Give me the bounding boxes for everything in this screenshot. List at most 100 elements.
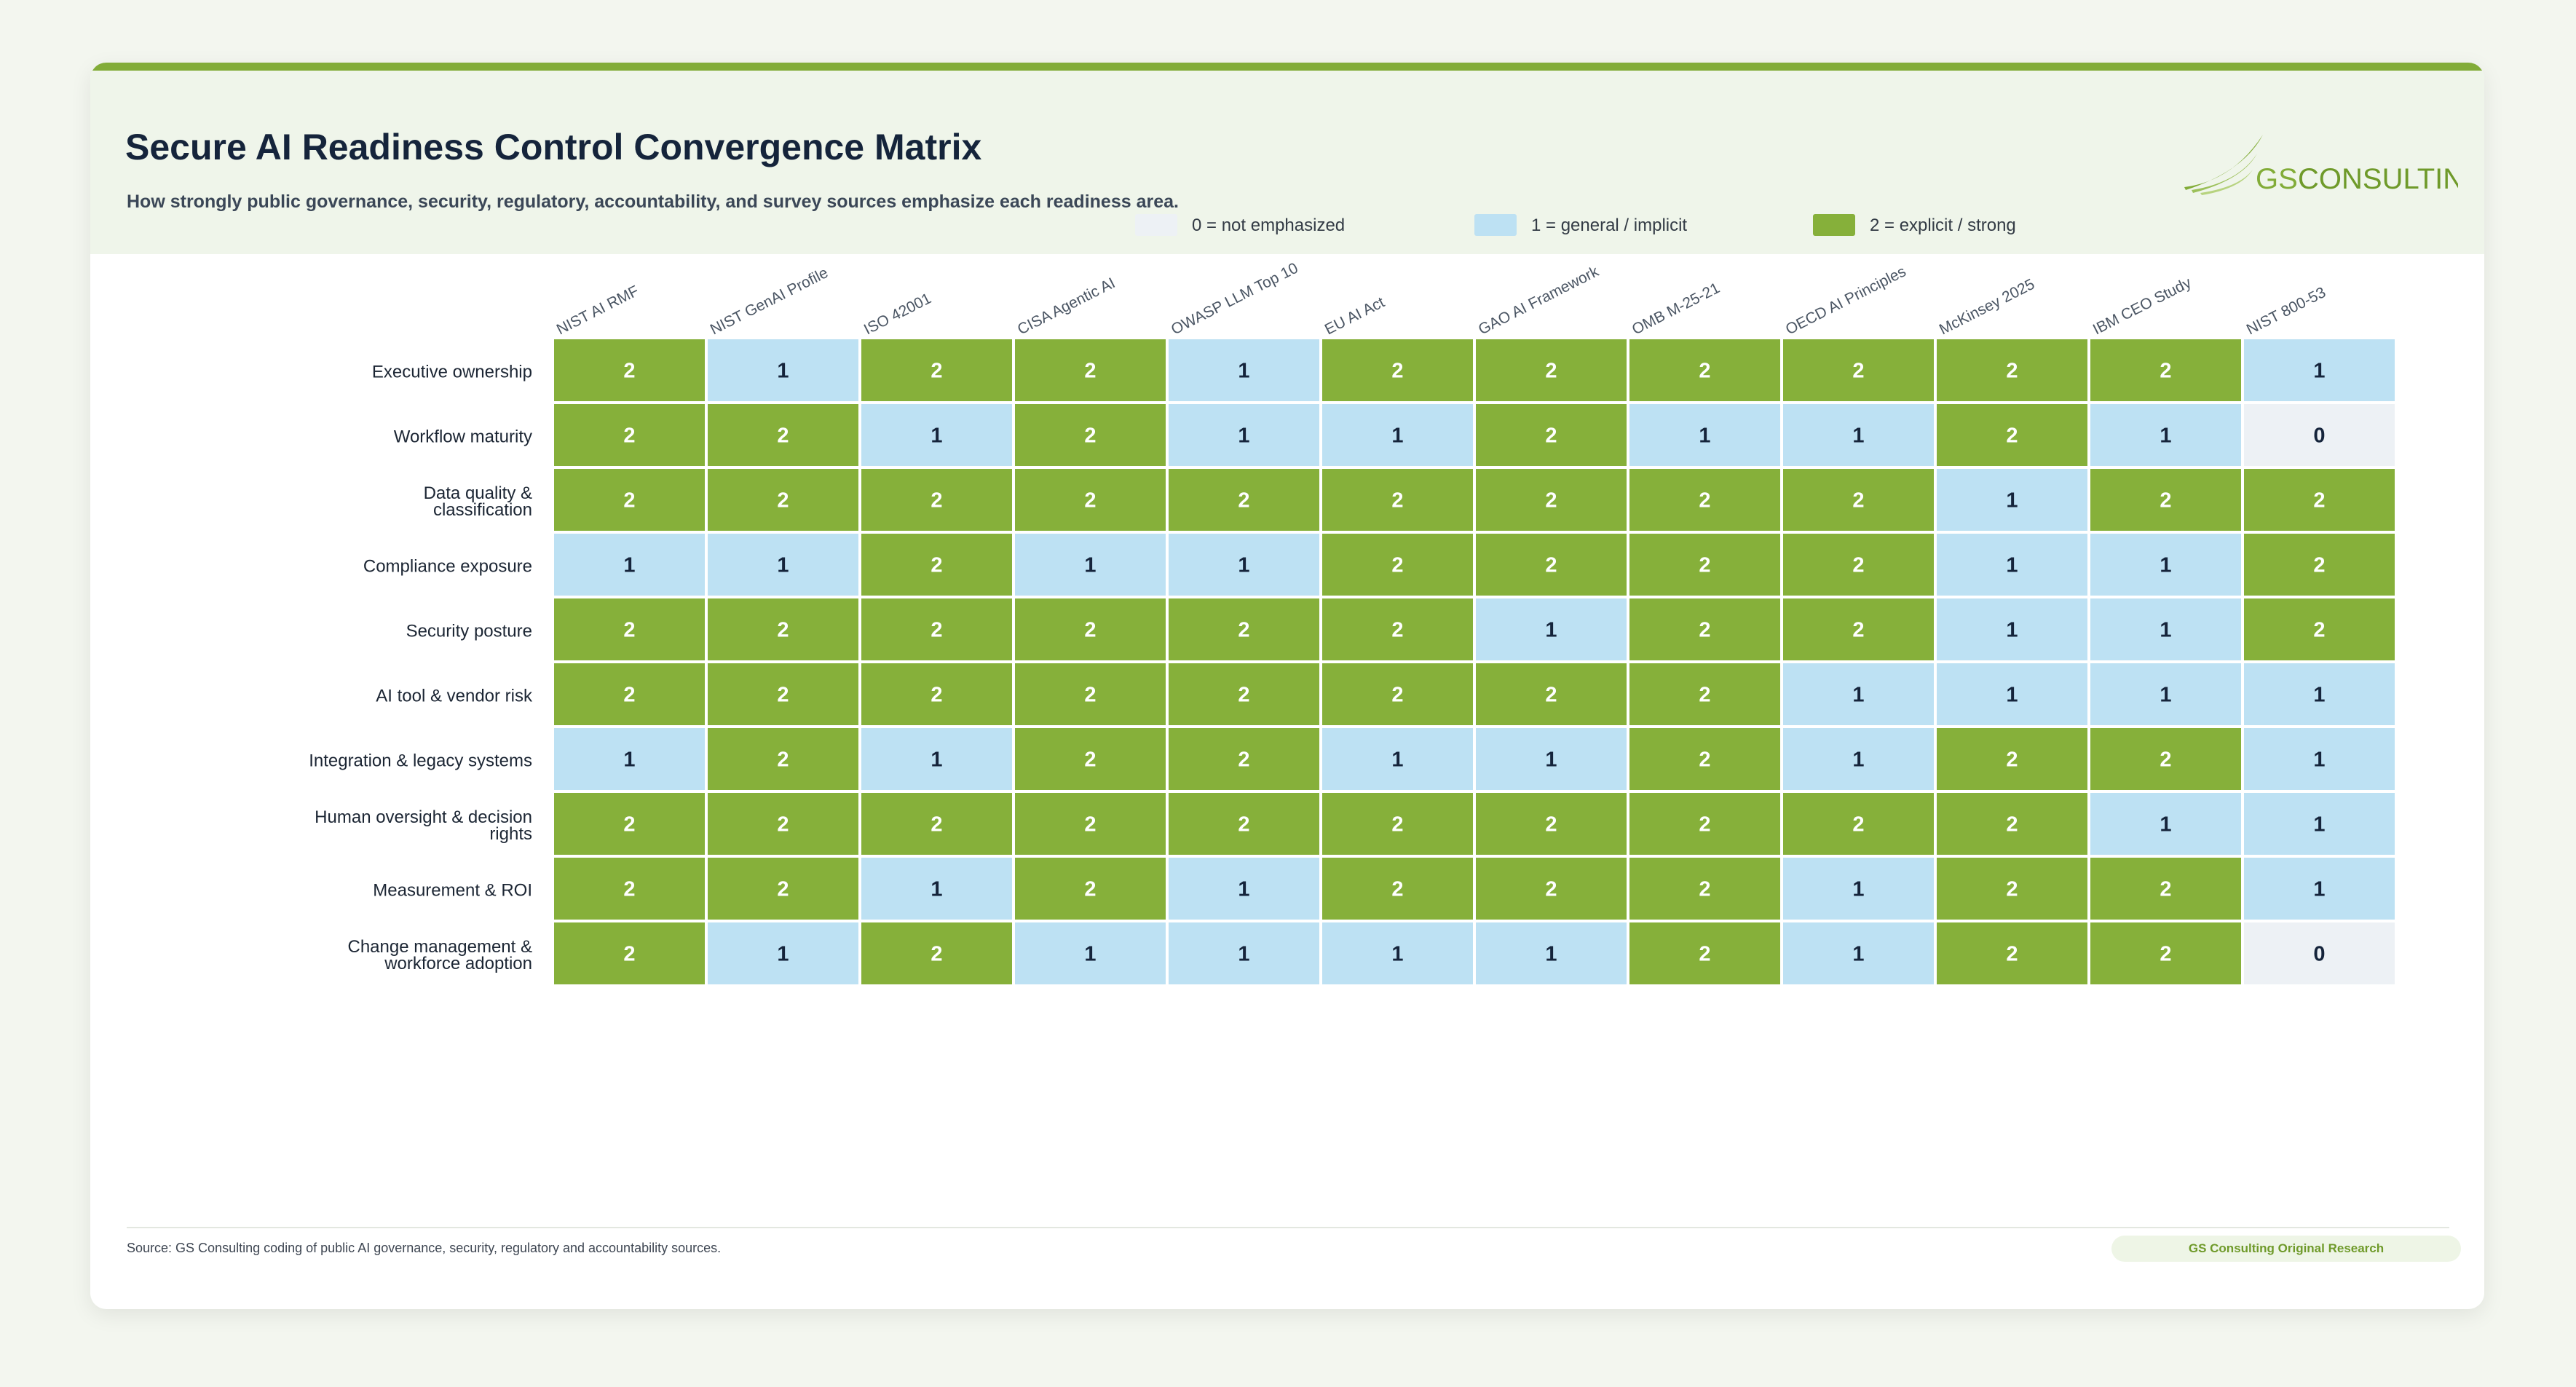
cell-value: 2	[1699, 748, 1710, 772]
cell-value: 1	[2313, 684, 2325, 707]
legend-label-1: 1 = general / implicit	[1531, 216, 1688, 235]
cell-value: 2	[1238, 748, 1249, 772]
cell-value: 2	[623, 943, 635, 966]
cell-value: 2	[931, 360, 942, 383]
cell-value: 2	[1084, 748, 1096, 772]
heatmap-cell	[1476, 598, 1627, 660]
heatmap-cell	[1783, 598, 1934, 660]
cell-value: 2	[1699, 619, 1710, 642]
gs-consulting-logo: GS CONSULTING	[2184, 135, 2458, 195]
heatmap-cell	[2090, 534, 2241, 596]
cell-value: 2	[2006, 878, 2018, 901]
heatmap-cell	[1169, 598, 1319, 660]
cell-value: 2	[1084, 813, 1096, 837]
heatmap-cell	[1476, 922, 1627, 984]
heatmap-cell	[708, 793, 858, 855]
accent-bar	[90, 63, 2484, 71]
heatmap-cell	[1322, 534, 1473, 596]
heatmap-cell	[1629, 598, 1780, 660]
cell-value: 2	[2006, 424, 2018, 448]
cell-value: 1	[623, 554, 635, 577]
cell-value: 1	[2313, 813, 2325, 837]
heatmap-cell	[1169, 793, 1319, 855]
cell-value: 2	[623, 619, 635, 642]
heatmap-cell	[1629, 404, 1780, 466]
heatmap-cell	[1629, 858, 1780, 920]
heatmap-cell	[554, 728, 705, 790]
cell-value: 2	[623, 489, 635, 513]
heatmap-cell	[2244, 793, 2395, 855]
heatmap-cell	[1322, 663, 1473, 725]
heatmap-cell	[1322, 469, 1473, 531]
heatmap-cell	[1629, 339, 1780, 401]
cell-value: 1	[1238, 554, 1249, 577]
cell-value: 0	[2313, 424, 2325, 448]
heatmap-cell	[2090, 922, 2241, 984]
heatmap-cell	[2090, 728, 2241, 790]
heatmap-cell	[1937, 858, 2087, 920]
column-header: IBM CEO Study	[2090, 274, 2194, 338]
heatmap-cell	[1476, 534, 1627, 596]
row-label-line: AI tool & vendor risk	[376, 687, 533, 706]
row-label: Integration & legacy systems	[309, 751, 532, 771]
heatmap-cell	[861, 728, 1012, 790]
heatmap-cell	[861, 534, 1012, 596]
heatmap-cell	[554, 534, 705, 596]
row-label-line: workforce adoption	[384, 954, 532, 973]
cell-value: 2	[1852, 554, 1864, 577]
heatmap-cell	[2244, 598, 2395, 660]
legend-swatch-2	[1813, 214, 1855, 236]
heatmap-cell	[554, 404, 705, 466]
research-badge: GS Consulting Original Research	[2111, 1236, 2461, 1262]
heatmap-cell	[1476, 793, 1627, 855]
heatmap-cell	[1015, 663, 1166, 725]
heatmap-cell	[1169, 728, 1319, 790]
source-note: Source: GS Consulting coding of public A…	[127, 1241, 722, 1255]
cell-value: 2	[777, 813, 789, 837]
cell-value: 1	[2006, 619, 2018, 642]
heatmap-cell	[1322, 728, 1473, 790]
heatmap-cell	[1476, 404, 1627, 466]
heatmap-cell	[1322, 339, 1473, 401]
heatmap-cell	[1629, 534, 1780, 596]
cell-value: 2	[1391, 684, 1403, 707]
heatmap-cell	[1015, 469, 1166, 531]
column-header: OECD AI Principles	[1783, 263, 1909, 338]
cell-value: 2	[1084, 684, 1096, 707]
heatmap-cell	[1322, 793, 1473, 855]
cell-value: 2	[2006, 813, 2018, 837]
cell-value: 2	[1699, 684, 1710, 707]
cell-value: 2	[1391, 878, 1403, 901]
cell-value: 1	[777, 360, 789, 383]
report-card: Secure AI Readiness Control Convergence …	[90, 63, 2484, 1309]
heatmap-cell	[1015, 534, 1166, 596]
cell-value: 1	[1391, 943, 1403, 966]
heatmap-cell	[708, 728, 858, 790]
cell-value: 1	[1391, 748, 1403, 772]
heatmap-cell	[2090, 598, 2241, 660]
heatmap-cell	[2244, 858, 2395, 920]
header-band: Secure AI Readiness Control Convergence …	[90, 71, 2484, 254]
cell-value: 2	[931, 489, 942, 513]
cell-value: 2	[777, 619, 789, 642]
cell-value: 2	[623, 813, 635, 837]
heatmap-cell	[1629, 922, 1780, 984]
cell-value: 2	[623, 878, 635, 901]
cell-value: 2	[777, 424, 789, 448]
heatmap-cell	[1629, 469, 1780, 531]
heatmap-cell	[1783, 793, 1934, 855]
heatmap-cell	[1783, 728, 1934, 790]
cell-value: 1	[2313, 360, 2325, 383]
heatmap-cell	[1169, 858, 1319, 920]
cell-value: 1	[1084, 943, 1096, 966]
row-label-line: rights	[489, 824, 532, 844]
heatmap-cell	[1937, 339, 2087, 401]
cell-value: 2	[1545, 424, 1557, 448]
column-header: EU AI Act	[1322, 294, 1388, 339]
cell-value: 1	[1391, 424, 1403, 448]
cell-value: 2	[1852, 489, 1864, 513]
heatmap-cell	[2244, 404, 2395, 466]
heatmap-cell	[1783, 858, 1934, 920]
heatmap-cell	[1015, 858, 1166, 920]
cell-value: 2	[1391, 360, 1403, 383]
